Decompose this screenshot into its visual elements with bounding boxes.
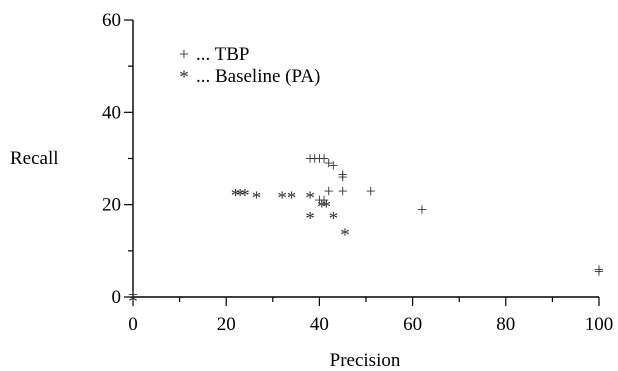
legend: + ... TBP * ... Baseline (PA) <box>179 44 320 88</box>
data-point-baseline: * <box>322 197 332 218</box>
data-point-baseline: * <box>305 209 315 230</box>
data-point-tbp: + <box>417 199 427 219</box>
y-tick-label: 20 <box>102 195 121 216</box>
y-tick-label: 60 <box>102 10 121 31</box>
data-point-baseline: * <box>128 292 138 313</box>
data-point-baseline: * <box>252 188 262 209</box>
x-tick-label: 60 <box>403 314 422 335</box>
x-tick-label: 100 <box>585 314 614 335</box>
legend-marker-baseline: * <box>179 67 189 88</box>
data-points: +++++++ +++ + +++ +++**** * * * ** **** <box>128 149 604 313</box>
x-tick-label: 80 <box>496 314 515 335</box>
legend-marker-tbp: + <box>179 44 189 64</box>
data-point-baseline: * <box>287 188 297 209</box>
x-tick-label: 0 <box>128 314 138 335</box>
data-point-tbp: + <box>366 181 376 201</box>
y-axis-title: Recall <box>10 148 59 169</box>
data-point-baseline: * <box>240 186 250 207</box>
y-tick-label: 40 <box>102 102 121 123</box>
data-point-baseline: * <box>340 225 350 246</box>
x-tick-label: 40 <box>310 314 329 335</box>
legend-label-baseline: ... Baseline (PA) <box>196 66 320 87</box>
data-point-tbp: + <box>594 262 604 282</box>
data-point-baseline: * <box>277 188 287 209</box>
data-point-tbp: + <box>338 181 348 201</box>
data-point-baseline: * <box>305 188 315 209</box>
y-tick-label: 0 <box>112 287 122 308</box>
legend-label-tbp: ... TBP <box>196 44 250 65</box>
x-tick-label: 20 <box>217 314 236 335</box>
x-axis-title: Precision <box>330 350 401 371</box>
